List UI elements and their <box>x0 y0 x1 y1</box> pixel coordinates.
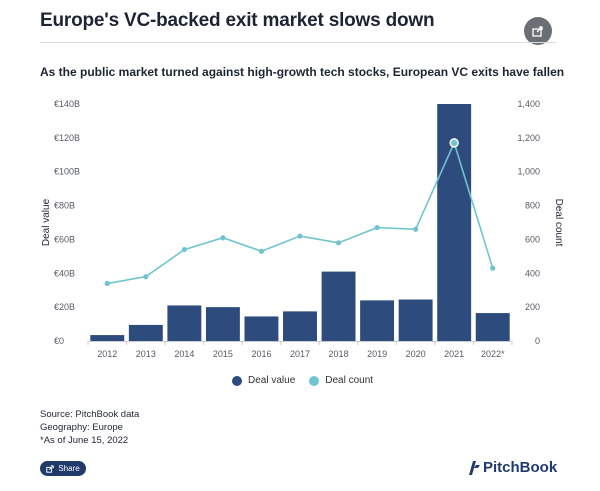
y-left-axis-title: Deal value <box>41 198 52 246</box>
line-deal-count <box>107 140 494 285</box>
x-tick-label: 2016 <box>251 349 271 359</box>
y-left-tick-label: €20B <box>54 302 75 312</box>
legend-label-deal-count: Deal count <box>325 375 374 386</box>
y-left-tick-label: €60B <box>54 234 75 244</box>
bar-deal-value-2015 <box>205 307 240 341</box>
x-tick-label: 2012 <box>97 349 117 359</box>
y-left-tick-label: €40B <box>54 268 75 278</box>
x-tick-label: 2014 <box>174 349 194 359</box>
bar-deal-value-2022 <box>475 313 510 341</box>
y-right-tick-label: 1,400 <box>517 99 540 109</box>
point-deal-count-2022 <box>490 265 496 271</box>
point-deal-count-2014 <box>181 246 187 253</box>
legend-swatch-deal-count <box>309 375 320 386</box>
x-tick-label: 2020 <box>406 349 426 359</box>
share-label: Share <box>58 464 80 473</box>
y-right-tick-label: 0 <box>535 336 540 346</box>
chart-footer: Source: PitchBook data Geography: Europe… <box>40 408 139 447</box>
legend-item-deal-value: Deal value <box>232 375 295 386</box>
bar-deal-value-2016 <box>244 316 279 341</box>
y-right-tick-label: 800 <box>525 201 540 211</box>
x-tick-label: 2017 <box>290 349 310 359</box>
legend-item-deal-count: Deal count <box>309 375 373 386</box>
y-left-tick-label: €100B <box>54 167 80 177</box>
x-tick-label: 2013 <box>136 349 156 359</box>
source-note: Source: PitchBook data <box>40 409 140 420</box>
point-deal-count-2018 <box>335 240 342 246</box>
chart-title: Europe's VC-backed exit market slows dow… <box>40 10 435 31</box>
y-right-axis-title: Deal count <box>553 199 564 247</box>
bar-deal-value-2014 <box>167 305 202 341</box>
legend-label-deal-value: Deal value <box>248 375 296 386</box>
chart-subtitle: As the public market turned against high… <box>40 65 565 79</box>
share-footer-button[interactable]: Share <box>40 461 86 476</box>
point-deal-count-2012 <box>104 280 110 287</box>
point-deal-count-2016 <box>258 248 265 254</box>
legend: Deal value Deal count <box>232 375 387 386</box>
point-deal-count-2020 <box>413 226 419 232</box>
bar-deal-value-2012 <box>90 335 125 341</box>
x-tick-label: 2022* <box>481 349 505 359</box>
x-tick-label: 2018 <box>329 349 349 359</box>
y-left-tick-label: €0 <box>54 336 64 346</box>
bar-deal-value-2018 <box>321 271 356 341</box>
bar-deal-value-2019 <box>360 300 395 341</box>
x-tick-label: 2019 <box>367 349 387 359</box>
geography-note: Geography: Europe <box>40 422 123 433</box>
pitchbook-logo: PitchBook <box>467 459 557 476</box>
date-note: *As of June 15, 2022 <box>40 435 129 446</box>
bar-deal-value-2017 <box>283 311 317 341</box>
x-tick-label: 2021 <box>444 349 464 359</box>
point-deal-count-2017 <box>297 233 303 239</box>
brand-name: PitchBook <box>483 459 558 476</box>
x-tick-label: 2015 <box>213 349 233 359</box>
legend-swatch-deal-value <box>232 375 242 386</box>
point-deal-count-2021 <box>449 138 459 148</box>
point-deal-count-2013 <box>143 274 149 280</box>
point-deal-count-2019 <box>374 224 380 231</box>
combo-chart: €0 €20B €40B €60B €80B €100B €120B €140B 0 200 400… <box>41 99 564 359</box>
y-right-tick-label: 1,000 <box>517 167 540 177</box>
title-divider <box>40 42 556 43</box>
y-left-tick-label: €140B <box>54 99 80 109</box>
pitchbook-logo-icon <box>469 460 480 475</box>
y-right-tick-label: 200 <box>525 302 540 312</box>
y-right-tick-label: 1,200 <box>517 133 540 143</box>
y-left-tick-label: €80B <box>54 201 75 211</box>
bar-deal-value-2020 <box>398 299 433 341</box>
bar-deal-value-2013 <box>128 324 163 341</box>
share-button[interactable] <box>524 17 552 45</box>
y-right-tick-label: 400 <box>525 268 540 278</box>
share-icon <box>532 26 543 37</box>
point-deal-count-2015 <box>220 235 226 241</box>
y-left-tick-label: €120B <box>54 133 80 143</box>
y-right-tick-label: 600 <box>525 234 540 244</box>
share-icon <box>46 464 54 473</box>
